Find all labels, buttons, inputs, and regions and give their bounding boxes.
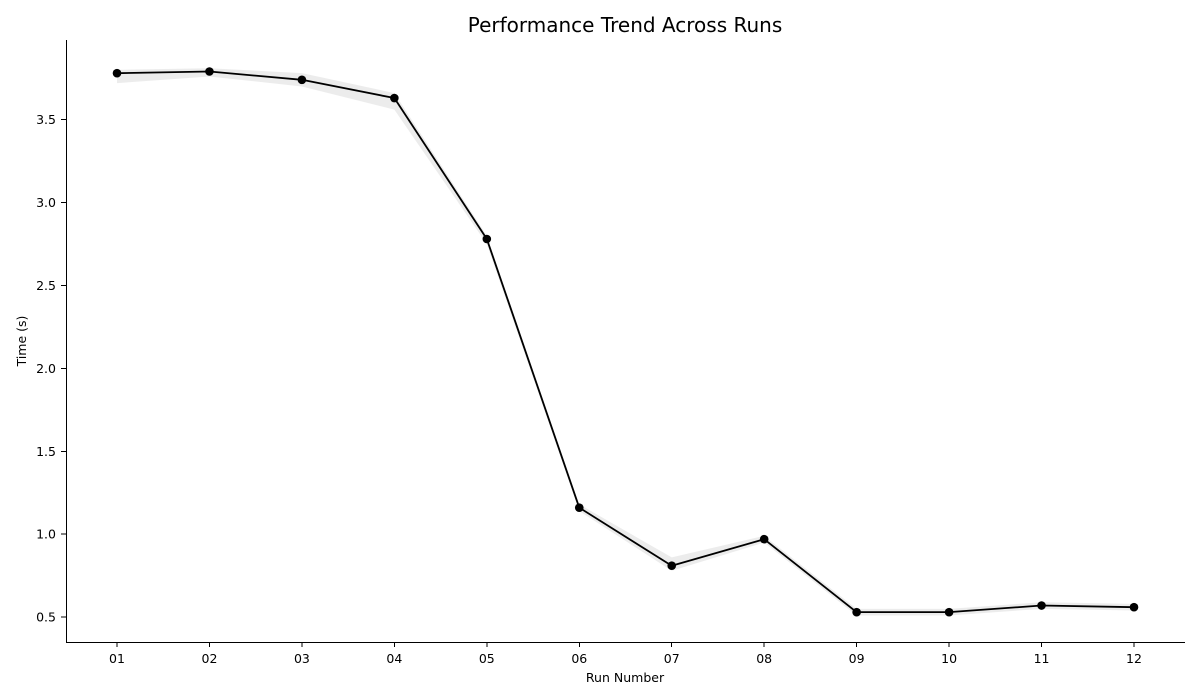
series-line	[116, 70, 1135, 614]
x-tick-label: 03	[294, 651, 310, 666]
y-tick-label: 1.0	[36, 527, 56, 542]
y-tick-label: 3.5	[36, 112, 56, 127]
x-tick-label: 06	[571, 651, 587, 666]
y-axis-ticks: 0.5 1.0 1.5 2.0 2.5 3.0 3.5	[36, 112, 66, 625]
x-axis-label: Run Number	[586, 670, 665, 685]
confidence-bands	[117, 68, 1134, 616]
x-tick-label: 10	[941, 651, 957, 666]
data-point	[1129, 602, 1139, 612]
data-point	[574, 503, 584, 512]
data-point	[205, 67, 214, 76]
data-points	[112, 67, 1139, 617]
y-tick-label: 2.0	[36, 361, 56, 376]
y-tick-label: 2.5	[36, 278, 56, 293]
x-tick-label: 12	[1126, 651, 1142, 666]
x-tick-label: 08	[756, 651, 772, 666]
chart-title: Performance Trend Across Runs	[468, 13, 783, 37]
data-point	[390, 93, 399, 103]
x-tick-label: 04	[386, 651, 402, 666]
x-tick-label: 02	[202, 651, 218, 666]
confidence-band	[117, 68, 1134, 616]
data-point	[112, 68, 122, 78]
data-point	[297, 75, 307, 85]
series-lines	[116, 70, 1135, 614]
data-point	[1037, 601, 1046, 610]
y-tick-label: 3.0	[36, 195, 56, 210]
data-point	[667, 561, 677, 571]
data-point	[852, 607, 861, 617]
x-tick-label: 09	[849, 651, 865, 666]
y-tick-label: 1.5	[36, 444, 56, 459]
y-tick-label: 0.5	[36, 610, 56, 625]
x-tick-label: 07	[664, 651, 680, 666]
x-tick-label: 01	[109, 651, 125, 666]
x-tick-label: 11	[1034, 651, 1050, 666]
x-tick-label: 05	[479, 651, 495, 666]
data-point	[759, 534, 769, 544]
x-axis-ticks: 01 02 03 04 05 06 07 08 09 10 11 12	[109, 642, 1142, 666]
y-axis-label: Time (s)	[14, 316, 29, 368]
data-point	[482, 234, 492, 244]
data-point	[944, 607, 954, 617]
